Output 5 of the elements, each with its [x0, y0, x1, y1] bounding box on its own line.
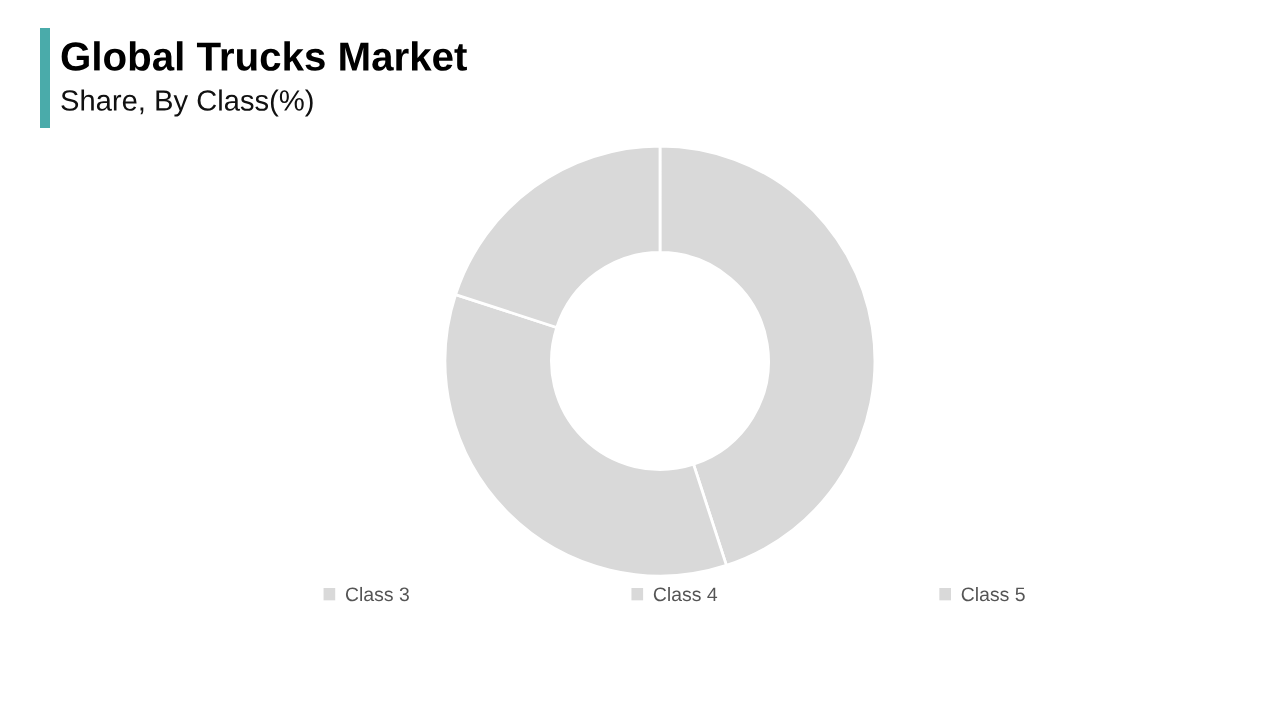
chart-subtitle: Share, By Class(%)	[61, 89, 313, 117]
legend-label: Class 4	[653, 586, 718, 602]
legend-label: Class 3	[345, 586, 409, 602]
legend-label: Class 5	[961, 586, 1025, 602]
chart-title: Global Trucks Market	[61, 41, 467, 71]
